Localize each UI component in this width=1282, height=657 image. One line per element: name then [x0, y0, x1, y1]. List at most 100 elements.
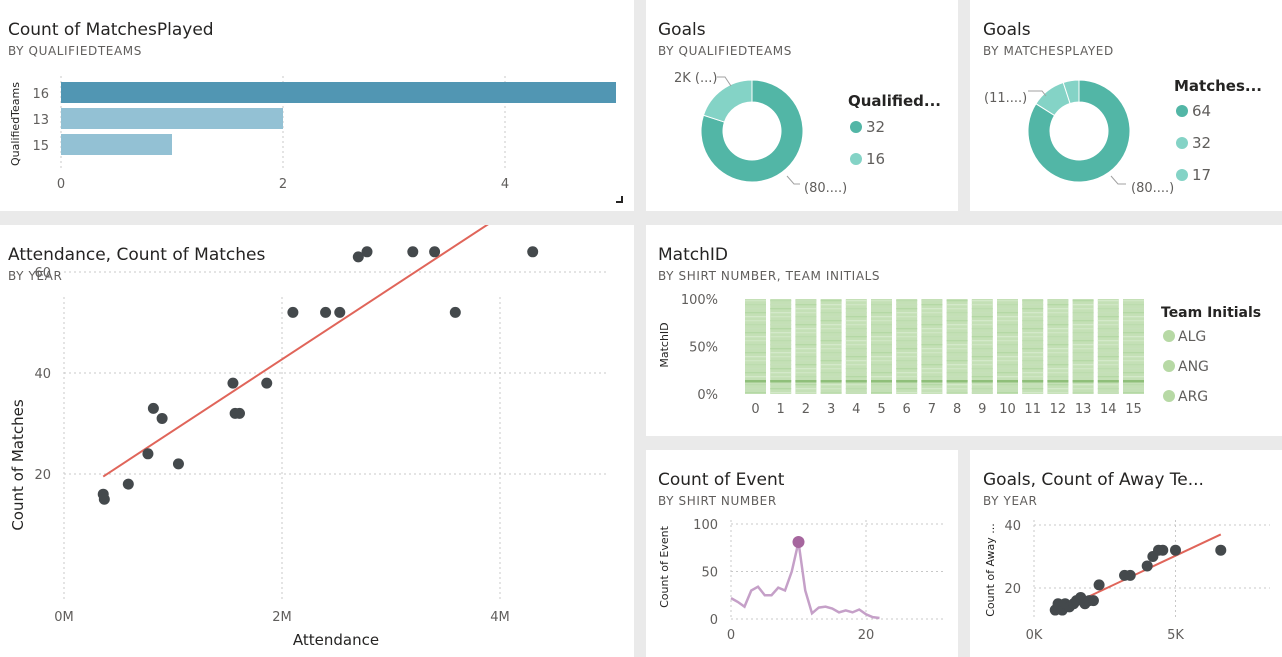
stack-segment — [820, 336, 842, 338]
x-tick-label: 20 — [858, 628, 875, 643]
stack-segment — [1123, 308, 1144, 310]
stack-segment — [795, 332, 817, 334]
series-line — [730, 541, 880, 620]
stacked-bar-3 — [820, 299, 842, 394]
data-point — [1141, 560, 1153, 572]
stack-segment — [1123, 392, 1144, 394]
stack-segment — [997, 308, 1018, 310]
stack-segment — [1072, 364, 1094, 366]
tile-count-event[interactable]: Count of Event BY SHIRT NUMBER 100 50 0 0 20… — [646, 450, 958, 657]
stack-segment — [845, 336, 867, 338]
stacked-bar-5 — [871, 299, 892, 394]
data-point — [156, 412, 168, 424]
stack-segment — [1123, 336, 1144, 338]
stack-segment — [971, 384, 993, 386]
stack-segment — [921, 392, 943, 394]
stack-segment — [1072, 348, 1094, 350]
stack-segment — [770, 332, 792, 334]
stack-segment — [896, 376, 918, 378]
stack-segment — [770, 360, 792, 362]
stack-segment — [997, 324, 1018, 326]
stacked-bar-4 — [845, 299, 867, 394]
stack-segment — [896, 392, 918, 394]
x-tick-label: 6 — [903, 402, 911, 417]
stack-segment — [820, 316, 842, 318]
stack-segment — [1097, 300, 1119, 302]
x-tick-label: 13 — [1075, 402, 1092, 417]
y-axis-title: Count of Event — [658, 525, 671, 607]
stack-segment — [971, 332, 993, 334]
y-axis-title: MatchID — [658, 322, 671, 367]
stack-segment — [1072, 388, 1094, 390]
stack-segment — [1047, 304, 1069, 306]
y-tick-label: 13 — [32, 113, 49, 128]
data-point — [1215, 544, 1227, 556]
legend-label: ALG — [1178, 329, 1206, 345]
tile-count-matchesplayed[interactable]: Count of MatchesPlayed BY QUALIFIEDTEAMS… — [0, 0, 634, 211]
stack-segment — [946, 364, 968, 366]
stacked-bar-10 — [997, 299, 1018, 394]
stack-segment — [896, 348, 918, 350]
scatter-chart: 40 20 0K 5K Count of Away ... — [984, 519, 1270, 643]
stack-segment — [820, 332, 842, 334]
stack-segment — [1123, 316, 1144, 318]
stack-segment — [1022, 304, 1044, 306]
y-axis-title: Count of Away ... — [984, 523, 997, 617]
stack-segment — [820, 384, 842, 386]
stack-segment — [1097, 392, 1119, 394]
stack-segment — [795, 300, 817, 302]
legend-label: 17 — [1192, 166, 1211, 184]
data-point — [1157, 544, 1169, 556]
donut-slice-64 — [1027, 79, 1131, 183]
data-point — [287, 306, 299, 318]
stack-segment — [1022, 320, 1044, 322]
stack-segment — [971, 368, 993, 370]
stack-segment — [921, 380, 943, 383]
stack-segment — [745, 384, 766, 386]
stack-segment — [1123, 384, 1144, 386]
stack-segment — [946, 384, 968, 386]
stack-segment — [997, 348, 1018, 350]
y-tick-label: 20 — [34, 468, 51, 483]
x-tick-label: 4M — [490, 610, 510, 625]
donut-slice-16 — [702, 79, 753, 123]
stack-segment — [770, 336, 792, 338]
stack-segment — [971, 348, 993, 350]
legend-label: 16 — [866, 150, 885, 168]
stack-segment — [1097, 324, 1119, 326]
bar-13 — [61, 108, 283, 129]
tile-attendance-scatter[interactable]: Attendance, Count of Matches BY YEAR 0M 2… — [0, 225, 634, 657]
x-tick-label: 4 — [501, 177, 509, 192]
stack-segment — [795, 388, 817, 390]
stack-segment — [871, 388, 892, 390]
tile-goals-matchesplayed[interactable]: Goals BY MATCHESPLAYED Matches... 64 32 17 (… — [970, 0, 1282, 211]
legend-label: 32 — [1192, 134, 1211, 152]
stack-segment — [1022, 364, 1044, 366]
stack-segment — [871, 344, 892, 346]
stack-segment — [1072, 324, 1094, 326]
stack-segment — [871, 380, 892, 383]
stack-segment — [971, 340, 993, 342]
stack-segment — [946, 368, 968, 370]
stack-segment — [1097, 380, 1119, 383]
stack-segment — [1097, 384, 1119, 386]
stack-segment — [1022, 352, 1044, 354]
stack-segment — [745, 372, 766, 374]
stack-segment — [1022, 380, 1044, 383]
tile-goals-away-teams[interactable]: Goals, Count of Away Te... BY YEAR 40 20 0… — [970, 450, 1282, 657]
donut-slice-17 — [1062, 79, 1080, 105]
stack-segment — [946, 340, 968, 342]
stack-segment — [795, 364, 817, 366]
stack-segment — [1072, 352, 1094, 354]
donut-slice-32 — [700, 79, 804, 183]
data-point — [1093, 579, 1105, 591]
stack-segment — [795, 308, 817, 310]
tile-matchid[interactable]: MatchID BY SHIRT NUMBER, TEAM INITIALS 1… — [646, 225, 1282, 436]
tile-goals-qualifiedteams[interactable]: Goals BY QUALIFIEDTEAMS Qualified... 32 16… — [646, 0, 958, 211]
stack-segment — [795, 344, 817, 346]
stack-segment — [921, 308, 943, 310]
stack-segment — [1022, 332, 1044, 334]
stack-segment — [971, 312, 993, 314]
data-label: 2K (...) — [674, 71, 717, 86]
stack-segment — [1072, 368, 1094, 370]
